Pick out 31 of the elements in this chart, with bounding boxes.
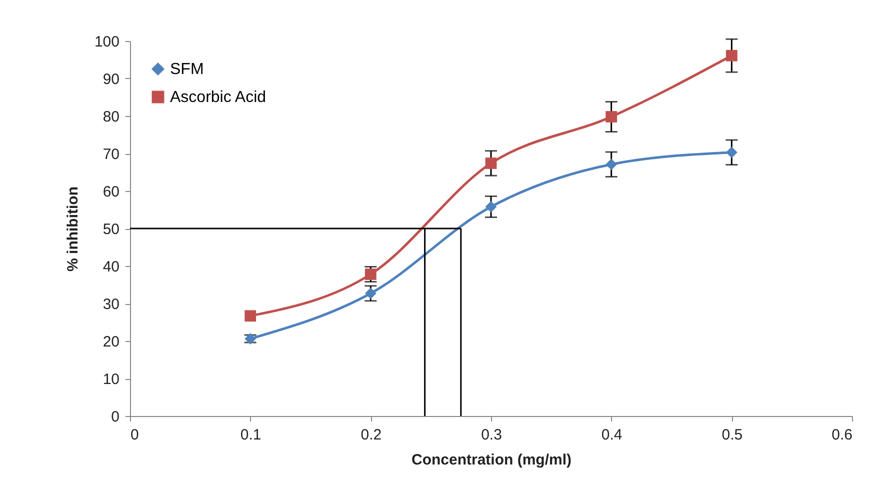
x-tick-label: 0.4 <box>601 426 622 444</box>
x-tick-label: 0.5 <box>722 426 743 444</box>
point <box>364 288 376 300</box>
y-tick-label: 100 <box>94 34 120 50</box>
point <box>606 111 618 122</box>
y-tick-label: 10 <box>102 371 120 388</box>
point <box>726 146 738 158</box>
y-tick-label: 50 <box>102 221 120 238</box>
y-tick-label: 40 <box>102 258 120 276</box>
x-tick-label: 0.1 <box>240 426 262 444</box>
y-tick-label: 0 <box>111 408 120 426</box>
y-tick-label: 90 <box>102 71 120 88</box>
point <box>244 310 256 322</box>
y-tick-label: 20 <box>102 334 120 350</box>
point <box>726 50 738 62</box>
y-tick-label: 70 <box>102 146 120 163</box>
point <box>364 268 376 280</box>
point <box>606 158 618 170</box>
y-tick-label: 60 <box>102 184 120 200</box>
x-tick-label: 0 <box>130 426 139 444</box>
y-tick-label: 80 <box>102 108 120 126</box>
x-tick-label: 0.2 <box>360 426 382 444</box>
y-axis-title: % inhibition <box>64 186 82 272</box>
legend-label: Ascorbic Acid <box>170 89 266 106</box>
point <box>485 201 497 212</box>
x-axis-title: Concentration (mg/ml) <box>412 452 572 468</box>
point <box>485 158 497 169</box>
x-tick-label: 0.3 <box>481 426 502 444</box>
x-tick-label: 0.6 <box>832 426 852 444</box>
legend-label: SFM <box>170 61 204 78</box>
y-tick-label: 30 <box>102 296 120 313</box>
